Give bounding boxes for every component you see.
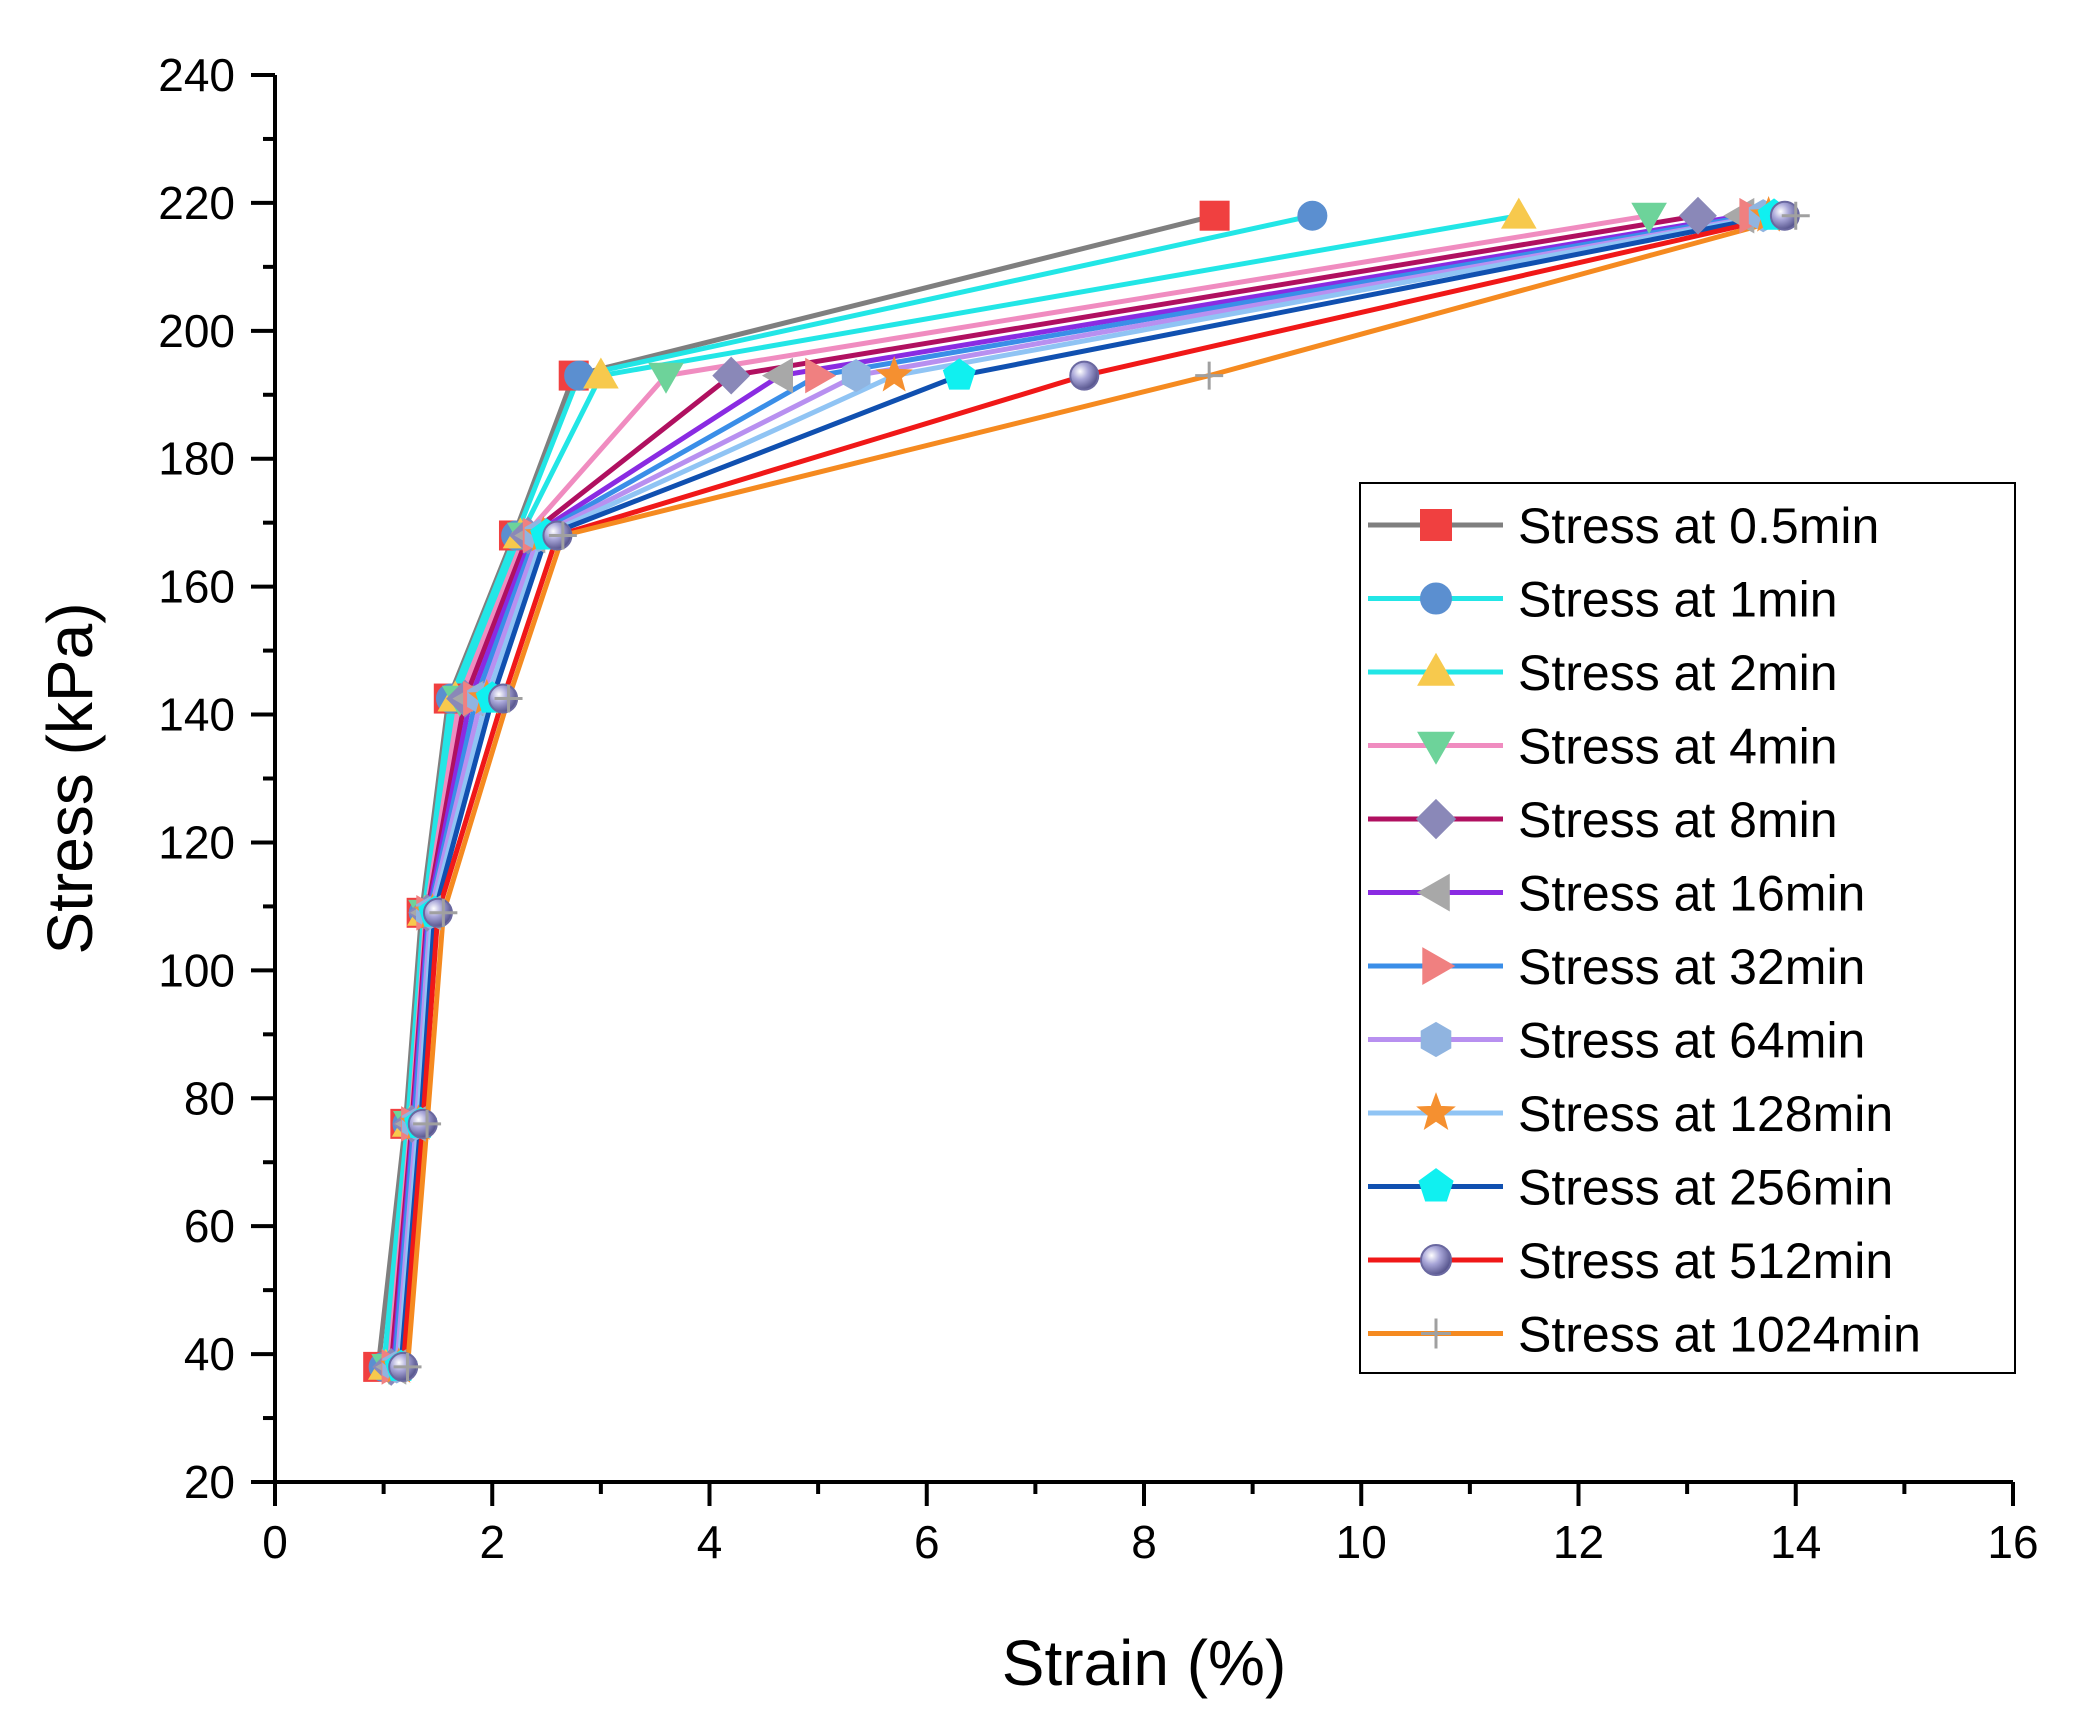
y-tick-label: 200 (158, 305, 235, 357)
legend-label: Stress at 1024min (1518, 1307, 1921, 1363)
series-11-point (548, 521, 577, 550)
series-5-point (761, 357, 793, 394)
legend-marker-sample (1415, 798, 1457, 840)
series-0-point (1199, 200, 1230, 231)
series-4-point (1679, 196, 1717, 235)
x-tick-label: 16 (1987, 1516, 2038, 1568)
x-tick-label: 4 (697, 1516, 723, 1568)
legend: Stress at 0.5min Stress at 1min Stress at … (1359, 482, 2016, 1374)
series-11-point (494, 684, 523, 713)
series-11-point (393, 1352, 422, 1381)
legend-marker-sample (1420, 509, 1452, 541)
legend-marker-sample (1420, 1244, 1452, 1276)
legend-box (1359, 482, 2016, 1374)
legend-label: Stress at 1min (1518, 572, 1838, 628)
series-11-point (429, 898, 458, 927)
x-tick-label: 10 (1336, 1516, 1387, 1568)
legend-marker-sample (1422, 947, 1456, 986)
legend-label: Stress at 4min (1518, 719, 1838, 775)
series-11-point (413, 1109, 442, 1138)
series-layer (363, 196, 1810, 1386)
y-tick-label: 160 (158, 561, 235, 613)
y-tick-label: 140 (158, 689, 235, 741)
legend-label: Stress at 64min (1518, 1013, 1865, 1069)
series-11-point (1781, 201, 1810, 230)
series-11-point (1195, 361, 1224, 390)
legend-marker-sample (1418, 1168, 1454, 1202)
x-tick-label: 2 (479, 1516, 505, 1568)
legend-label: Stress at 256min (1518, 1160, 1893, 1216)
legend-marker-sample (1416, 873, 1450, 912)
series-6-point (805, 357, 837, 394)
y-tick-label: 100 (158, 944, 235, 996)
legend-label: Stress at 8min (1518, 792, 1838, 848)
y-axis-title: Stress (kPa) (34, 602, 106, 954)
legend-marker-sample (1420, 582, 1452, 615)
legend-label: Stress at 512min (1518, 1233, 1893, 1289)
legend-label: Stress at 16min (1518, 866, 1865, 922)
x-tick-label: 14 (1770, 1516, 1821, 1568)
series-2-point (1500, 197, 1537, 229)
y-tick-label: 20 (184, 1456, 235, 1508)
y-tick-label: 240 (158, 49, 235, 101)
series-line-1 (381, 213, 1313, 1368)
x-tick-label: 6 (914, 1516, 940, 1568)
legend-marker-sample (1416, 1092, 1456, 1130)
series-9-point (942, 358, 976, 390)
x-tick-label: 0 (262, 1516, 288, 1568)
axes-layer: 20 40 60 80 100 120 140 160 180 200 220 240 0 2 4 6 8 10 1… (158, 49, 2038, 1568)
series-4-point (712, 356, 751, 395)
legend-label: Stress at 32min (1518, 939, 1865, 995)
series-7-point (841, 359, 871, 393)
y-tick-label: 60 (184, 1200, 235, 1252)
series-2-point (583, 357, 619, 389)
x-tick-label: 8 (1131, 1516, 1157, 1568)
y-tick-label: 80 (184, 1072, 235, 1124)
legend-label: Stress at 0.5min (1518, 498, 1879, 554)
legend-marker-sample (1417, 731, 1456, 765)
series-10-point (1069, 360, 1100, 391)
legend-label: Stress at 2min (1518, 645, 1838, 701)
y-tick-label: 180 (158, 433, 235, 485)
x-axis-title: Strain (%) (1002, 1627, 1287, 1699)
x-tick-label: 12 (1553, 1516, 1604, 1568)
y-tick-label: 120 (158, 816, 235, 868)
legend-marker-sample (1421, 1318, 1451, 1349)
series-8-point (875, 355, 913, 392)
y-tick-label: 40 (184, 1328, 235, 1380)
legend-label: Stress at 128min (1518, 1086, 1893, 1142)
legend-marker-sample (1420, 1021, 1452, 1058)
series-3-point (1631, 202, 1667, 234)
series-1-point (1297, 200, 1328, 231)
series-3-point (648, 362, 684, 394)
legend-marker-sample (1417, 652, 1456, 686)
y-tick-label: 220 (158, 177, 235, 229)
